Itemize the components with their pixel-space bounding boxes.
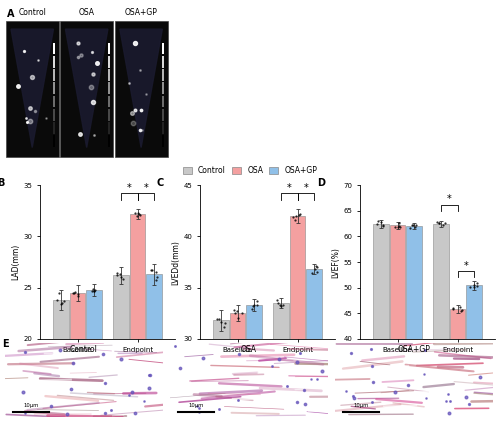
- Y-axis label: LVEDd(mm): LVEDd(mm): [172, 240, 180, 285]
- Bar: [246, 305, 262, 421]
- Text: D: D: [317, 178, 325, 188]
- Polygon shape: [66, 29, 108, 147]
- Text: OSA: OSA: [241, 345, 257, 354]
- Text: E: E: [2, 339, 9, 349]
- Text: Control: Control: [18, 8, 46, 17]
- Bar: [214, 320, 228, 421]
- Text: C: C: [157, 178, 164, 188]
- Bar: [306, 269, 322, 421]
- Text: *: *: [144, 183, 148, 193]
- FancyBboxPatch shape: [6, 21, 59, 157]
- Text: Control: Control: [70, 345, 98, 354]
- Text: OSA+GP: OSA+GP: [398, 345, 430, 354]
- Text: 10μm: 10μm: [24, 403, 38, 408]
- Polygon shape: [11, 29, 53, 147]
- Bar: [108, 83, 110, 94]
- Bar: [162, 96, 164, 107]
- Bar: [290, 216, 305, 421]
- Bar: [53, 122, 56, 134]
- Bar: [274, 303, 288, 421]
- Bar: [162, 122, 164, 134]
- Text: OSA: OSA: [78, 8, 94, 17]
- Bar: [53, 109, 56, 121]
- Bar: [374, 224, 388, 421]
- Bar: [53, 69, 56, 81]
- Text: *: *: [464, 261, 468, 271]
- Bar: [390, 225, 405, 421]
- Bar: [162, 56, 164, 68]
- Bar: [162, 83, 164, 94]
- Bar: [108, 109, 110, 121]
- Bar: [108, 136, 110, 147]
- Y-axis label: LVEF(%): LVEF(%): [332, 247, 340, 277]
- Text: 10μm: 10μm: [354, 403, 368, 408]
- Bar: [70, 293, 85, 421]
- Text: 10μm: 10μm: [188, 403, 204, 408]
- Bar: [108, 96, 110, 107]
- Text: OSA+GP: OSA+GP: [124, 8, 158, 17]
- Bar: [450, 309, 465, 421]
- Bar: [130, 214, 145, 421]
- Bar: [406, 226, 422, 421]
- Text: *: *: [287, 183, 292, 193]
- Bar: [162, 43, 164, 54]
- Y-axis label: LAD(mm): LAD(mm): [12, 244, 20, 280]
- Bar: [108, 43, 110, 54]
- Bar: [86, 290, 102, 421]
- Bar: [54, 300, 68, 421]
- Legend: Control, OSA, OSA+GP: Control, OSA, OSA+GP: [180, 163, 320, 178]
- Text: B: B: [0, 178, 4, 188]
- Text: A: A: [8, 9, 15, 19]
- Bar: [162, 136, 164, 147]
- Bar: [466, 285, 481, 421]
- Bar: [162, 109, 164, 121]
- Bar: [146, 274, 162, 421]
- Bar: [53, 96, 56, 107]
- Polygon shape: [120, 29, 162, 147]
- Bar: [230, 313, 245, 421]
- Bar: [53, 43, 56, 54]
- Bar: [108, 56, 110, 68]
- Bar: [53, 56, 56, 68]
- Bar: [108, 69, 110, 81]
- Text: *: *: [304, 183, 308, 193]
- Bar: [53, 136, 56, 147]
- Bar: [114, 275, 128, 421]
- Bar: [108, 122, 110, 134]
- FancyBboxPatch shape: [114, 21, 168, 157]
- Text: *: *: [127, 183, 132, 193]
- Bar: [434, 224, 448, 421]
- FancyBboxPatch shape: [60, 21, 113, 157]
- Text: *: *: [447, 195, 452, 205]
- Bar: [53, 83, 56, 94]
- Bar: [162, 69, 164, 81]
